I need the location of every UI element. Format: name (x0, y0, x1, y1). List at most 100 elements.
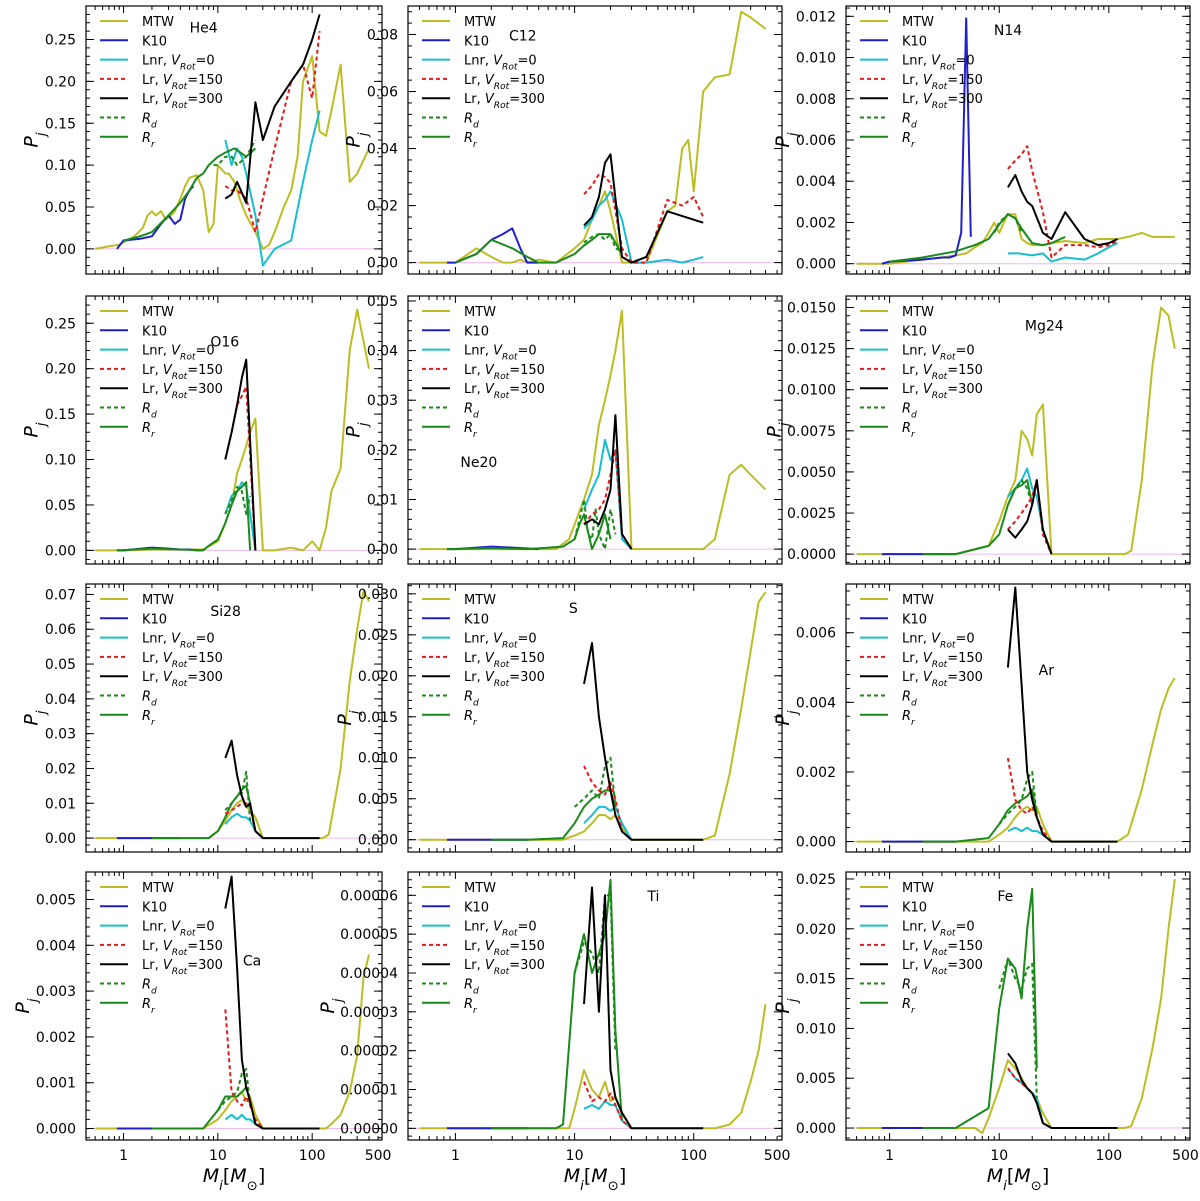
legend-label-lr150: Lr, VRot=150 (142, 73, 223, 92)
series-line-lnr (583, 190, 704, 264)
y-tick-label: 0.04 (367, 142, 398, 158)
legend-label-lnr: Lnr, VRot=0 (464, 920, 537, 939)
y-tick-label: 0.00000 (340, 1121, 398, 1137)
panel-mg24: 0.0000 0.0025 0.0050 0.0075 0.0100 0.0125 0.01… (763, 295, 1191, 565)
series-line-mtw (419, 10, 767, 264)
series-line-rr (151, 784, 252, 840)
x-tick-label: 10 (990, 1148, 1008, 1164)
series-group (95, 590, 370, 840)
legend-label-rr: Rr (464, 997, 478, 1016)
legend-label-k10: K10 (902, 900, 927, 915)
y-tick-label: 0.025 (358, 628, 398, 644)
y-tick-label: 0.10 (45, 158, 76, 174)
plot-frame (845, 871, 1191, 1141)
y-tick-label: 0.020 (796, 922, 836, 938)
series-line-lr300 (1006, 586, 1118, 843)
legend-label-rd: Rd (142, 978, 157, 997)
legend-label-rr: Rr (902, 709, 916, 728)
element-label: Ne20 (460, 455, 497, 471)
legend-label-mtw: MTW (142, 881, 174, 896)
y-tick-label: 0.012 (796, 9, 836, 25)
panel-ne20: 0.00 0.01 0.02 0.03 0.04 0.05 Pj MTW K10 Lnr, VRo… (343, 294, 783, 565)
legend-label-rd: Rd (464, 112, 479, 131)
element-label: C12 (509, 28, 537, 44)
series-line-lr300 (224, 875, 320, 1130)
series-line-rr (922, 788, 1038, 843)
legend-label-k10: K10 (464, 324, 489, 339)
series-line-lr300 (1007, 1052, 1118, 1129)
legend-label-rd: Rd (902, 690, 917, 709)
y-tick-label: 0.25 (45, 33, 76, 49)
panel-ca: 1 10 100 500 Mi[M⊙] 0.000 0.001 0.002 0.003 0.004… (12, 871, 391, 1194)
series-line-lr300 (583, 642, 704, 841)
y-tick-label: 0.005 (796, 1071, 836, 1087)
legend-label-k10: K10 (142, 612, 167, 627)
y-tick-label: 0.005 (36, 892, 76, 908)
legend-label-lnr: Lnr, VRot=0 (902, 344, 975, 363)
legend-label-rr: Rr (464, 131, 478, 150)
plot-frame (85, 583, 383, 853)
series-line-rr (123, 147, 257, 242)
series-line-rr (116, 481, 252, 552)
legend-label-lr150: Lr, VRot=150 (902, 363, 983, 382)
y-tick-label: 0.0125 (787, 342, 836, 358)
element-label: O16 (210, 335, 239, 351)
y-tick-label: 0.00002 (340, 1044, 398, 1060)
legend-label-k10: K10 (142, 34, 167, 49)
legend-label-lnr: Lnr, VRot=0 (902, 920, 975, 939)
legend-label-lr300: Lr, VRot=300 (142, 92, 223, 111)
series-line-rr (455, 233, 623, 264)
y-axis-title: Pj (21, 132, 50, 147)
series-line-lr150 (224, 1009, 264, 1130)
x-tick-label: 1 (885, 1148, 894, 1164)
series-line-mtw (419, 309, 767, 551)
x-tick-label: 1 (119, 1148, 128, 1164)
legend-label-lr300: Lr, VRot=300 (142, 958, 223, 977)
legend-label-lnr: Lnr, VRot=0 (142, 920, 215, 939)
panel-he4: 0.00 0.05 0.10 0.15 0.20 0.25 Pj MTW K10 Lnr, VRo… (21, 5, 383, 275)
series-line-rd (573, 498, 617, 551)
y-tick-label: 0.020 (358, 669, 398, 685)
element-label: S (569, 601, 578, 617)
panel-ti: 1 10 100 500 Mi[M⊙] 0.00000 0.00001 0.00002 0.00… (317, 871, 790, 1194)
element-label: N14 (994, 23, 1022, 39)
plot-frame (85, 5, 383, 275)
y-tick-label: 0.03 (367, 393, 398, 409)
legend-label-lr150: Lr, VRot=150 (464, 939, 545, 958)
y-axis-title: Pj (21, 422, 50, 437)
y-tick-label: 0.0050 (787, 465, 836, 481)
x-tick-label: 10 (566, 1148, 584, 1164)
legend-label-rr: Rr (142, 997, 156, 1016)
y-tick-label: 0.025 (796, 872, 836, 888)
legend-label-mtw: MTW (902, 15, 934, 30)
series-line-lr150 (1007, 479, 1053, 555)
y-tick-label: 0.20 (45, 362, 76, 378)
y-tick-label: 0.000 (796, 835, 836, 851)
series-line-lnr (224, 812, 264, 839)
legend-label-k10: K10 (464, 34, 489, 49)
legend-label-mtw: MTW (464, 305, 496, 320)
y-tick-label: 0.030 (358, 587, 398, 603)
plot-frame (845, 295, 1191, 565)
series-line-rr (922, 479, 1034, 556)
y-tick-label: 0.000 (36, 1122, 76, 1138)
y-axis-title: Pj (21, 710, 50, 725)
series-line-rr (446, 513, 612, 551)
plot-frame (407, 583, 783, 853)
y-axis-title: Pj (772, 132, 801, 147)
series-line-lr150 (224, 30, 321, 234)
y-tick-label: 0.02 (367, 199, 398, 215)
legend-label-mtw: MTW (142, 15, 174, 30)
legend-label-lr150: Lr, VRot=150 (902, 73, 983, 92)
legend-label-lr300: Lr, VRot=300 (902, 92, 983, 111)
y-tick-label: 0.00 (45, 831, 76, 847)
element-label: Si28 (210, 604, 241, 620)
series-line-mtw (95, 590, 370, 840)
legend-label-lr150: Lr, VRot=150 (142, 651, 223, 670)
panel-fe: 1 10 100 500 Mi[M⊙] 0.000 0.005 0.010 0.015 0.020… (772, 871, 1199, 1194)
x-tick-label: 10 (209, 1148, 227, 1164)
legend-label-k10: K10 (902, 34, 927, 49)
series-line-lnr (583, 805, 633, 841)
y-tick-label: 0.010 (796, 1021, 836, 1037)
